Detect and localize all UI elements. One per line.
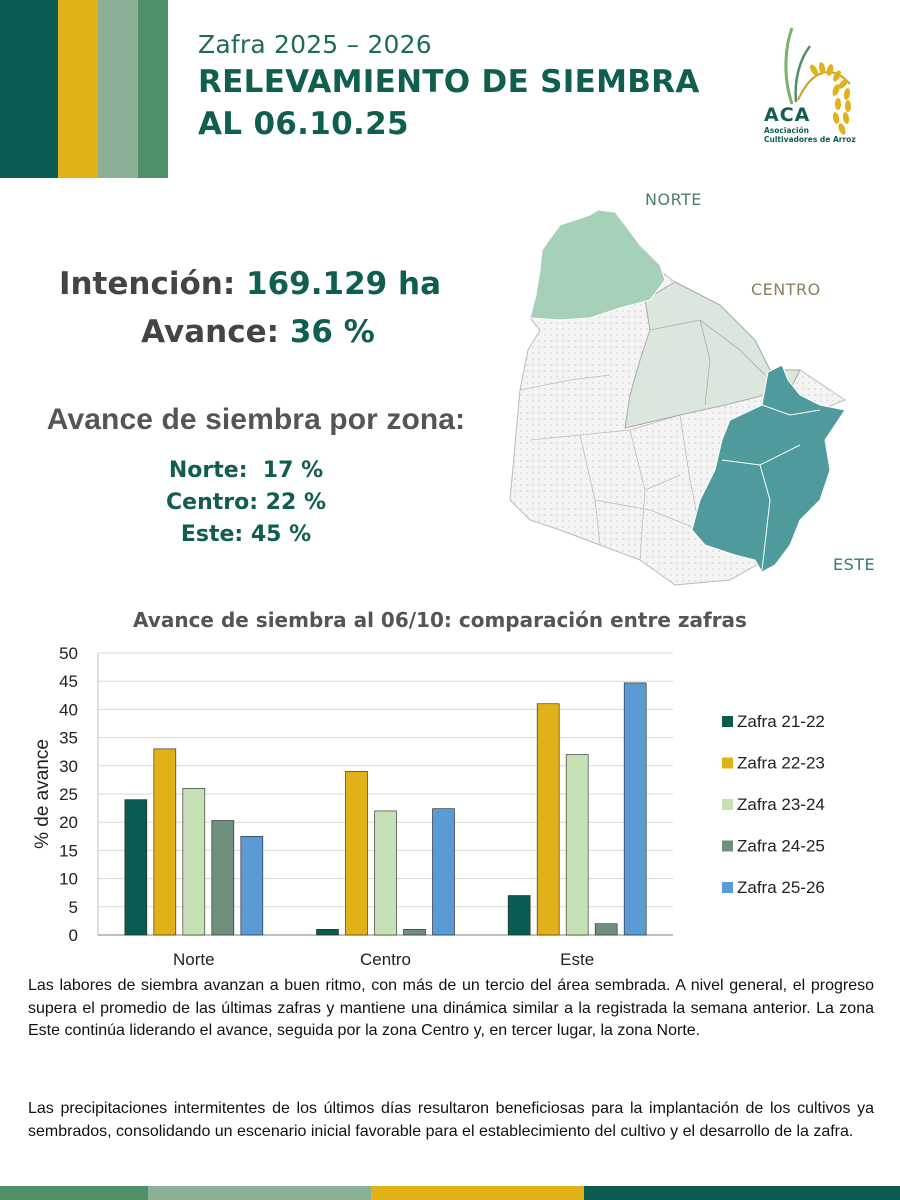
y-tick-label: 45: [59, 672, 78, 691]
y-tick-label: 25: [59, 785, 78, 804]
progress-label: Avance:: [141, 314, 280, 350]
logo-line1: Asociación: [764, 126, 810, 135]
x-tick-label: Centro: [360, 950, 411, 969]
legend-label: Zafra 25-26: [737, 878, 825, 897]
legend-swatch: [722, 716, 733, 727]
y-tick-label: 20: [59, 813, 78, 832]
y-tick-label: 35: [59, 729, 78, 748]
stripe-green: [138, 0, 168, 178]
bar: [536, 703, 560, 936]
progress-kpi: Avance: 36 %: [48, 314, 468, 350]
y-tick-label: 50: [59, 644, 78, 663]
footer-seg-green: [0, 1186, 148, 1200]
footer-seg-dark: [584, 1186, 900, 1200]
footer-seg-gold: [371, 1186, 584, 1200]
map-label-centro: CENTRO: [751, 280, 821, 299]
aca-logo: ACA Asociación Cultivadores de Arroz: [752, 24, 864, 154]
bar: [345, 771, 368, 936]
x-tick-label: Norte: [173, 950, 215, 969]
legend-swatch: [722, 799, 733, 810]
page-title-line2: AL 06.10.25: [198, 106, 409, 142]
footer-color-stripe: [0, 1186, 900, 1200]
map-label-este: ESTE: [833, 555, 876, 574]
zone-norte: Norte: 17 %: [168, 458, 324, 483]
y-tick-label: 15: [59, 841, 78, 860]
bar: [124, 799, 148, 936]
logo-line2: Cultivadores de Arroz: [764, 135, 856, 144]
stripe-dark-green: [0, 0, 58, 178]
bar: [565, 754, 589, 936]
y-tick-label: 0: [69, 926, 78, 945]
logo-text: ACA Asociación Cultivadores de Arroz: [764, 104, 856, 144]
x-tick-label: Este: [560, 950, 594, 969]
bar: [211, 820, 235, 936]
y-tick-label: 40: [59, 700, 78, 719]
page-title-line1: RELEVAMIENTO DE SIEMBRA: [198, 64, 700, 100]
stripe-gold: [58, 0, 98, 178]
legend-swatch: [722, 840, 733, 852]
bar: [623, 682, 647, 936]
bar: [316, 929, 339, 936]
legend-label: Zafra 24-25: [737, 837, 825, 856]
chart-title: Avance de siembra al 06/10: comparación …: [133, 608, 747, 632]
y-axis-label: % de avance: [32, 739, 53, 849]
map-svg: [509, 209, 847, 586]
zone-progress-title: Avance de siembra por zona:: [46, 403, 466, 436]
y-tick-label: 10: [59, 870, 78, 889]
season-label: Zafra 2025 – 2026: [198, 30, 432, 59]
intention-value: 169.129 ha: [246, 266, 442, 302]
bar: [153, 748, 177, 936]
bar: [374, 810, 397, 936]
legend-swatch: [722, 757, 733, 769]
map-este-region: [691, 364, 846, 573]
map-norte-region: [529, 209, 666, 321]
bar: [507, 895, 531, 936]
header-color-stripes: [0, 0, 168, 178]
y-tick-label: 30: [59, 757, 78, 776]
bar-chart: 0 5 10 15 20 25 30 35 40 45 50 % de avance Norte Cent…: [32, 644, 825, 969]
progress-value: 36 %: [289, 314, 375, 350]
paragraph-1: Las labores de siembra avanzan a buen ri…: [28, 977, 874, 1039]
legend-label: Zafra 22-23: [737, 754, 825, 773]
legend-label: Zafra 21-22: [737, 712, 825, 731]
bar: [182, 788, 206, 936]
bar: [432, 808, 455, 936]
zone-centro: Centro: 22 %: [166, 490, 326, 515]
logo-abbr: ACA: [764, 104, 811, 126]
rice-plant-icon: [784, 27, 851, 135]
stripe-sage: [98, 0, 138, 178]
uruguay-zone-map: NORTE CENTRO ESTE: [500, 190, 875, 590]
map-label-norte: NORTE: [645, 190, 702, 209]
legend-label: Zafra 23-24: [737, 795, 825, 814]
paragraph-2: Las precipitaciones intermitentes de los…: [28, 1100, 874, 1140]
zone-este: Este: 45 %: [180, 522, 312, 547]
header: Zafra 2025 – 2026 RELEVAMIENTO DE SIEMBR…: [198, 30, 758, 143]
intention-label: Intención:: [58, 266, 236, 302]
bar: [403, 929, 426, 936]
legend-swatch: [722, 882, 733, 893]
bar: [594, 923, 618, 936]
intention-kpi: Intención: 169.129 ha: [40, 266, 460, 302]
footer-seg-sage: [148, 1186, 371, 1200]
bar: [240, 836, 264, 936]
y-tick-label: 5: [69, 898, 78, 917]
